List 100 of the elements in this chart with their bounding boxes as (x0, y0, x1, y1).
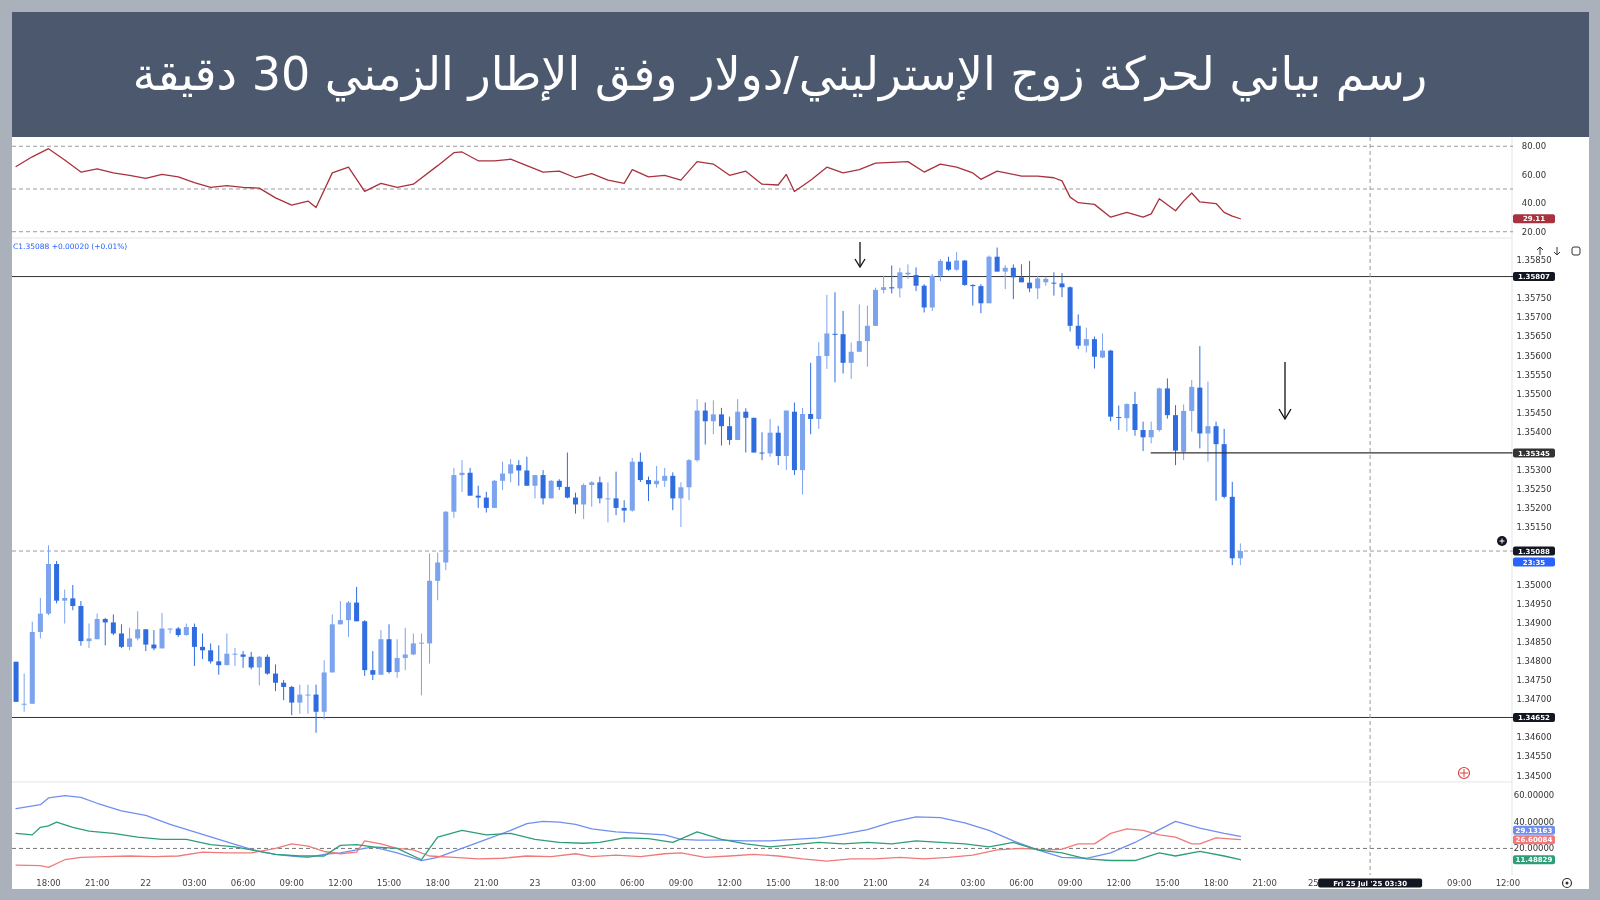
candlestick (500, 461, 506, 491)
candlestick (86, 623, 92, 649)
candlestick (475, 485, 481, 509)
candlestick (410, 633, 416, 656)
y-tick-label: 80.00 (1521, 141, 1547, 152)
x-tick-label: 09:00 (668, 878, 694, 888)
candlestick (832, 291, 838, 383)
candlestick (483, 491, 489, 513)
candlestick (524, 456, 530, 487)
x-tick-label: 09:00 (1447, 878, 1472, 888)
x-tick-label: 15:00 (765, 878, 791, 888)
candlestick (297, 684, 303, 715)
y-tick-label: 60.00 (1521, 169, 1547, 180)
x-tick-label: 25 (1307, 878, 1319, 888)
x-tick-label: 21:00 (1252, 878, 1277, 888)
candlestick (662, 467, 668, 488)
x-tick-label: 23 (529, 878, 541, 888)
candlestick (264, 653, 270, 676)
candlestick (273, 663, 279, 692)
candlestick (508, 458, 514, 483)
candlestick (532, 474, 538, 499)
candlestick (435, 552, 441, 601)
candlestick (710, 399, 716, 435)
candlestick (564, 452, 570, 499)
candlestick (978, 283, 984, 314)
candlestick (191, 623, 197, 667)
y-tick-label: 1.35450 (1516, 407, 1552, 418)
x-tick-label: 22 (140, 878, 152, 888)
candlestick (670, 471, 676, 511)
y-tick-label: 1.35200 (1516, 503, 1552, 514)
candlestick (702, 402, 708, 446)
x-tick-label: 24 (918, 878, 930, 888)
candlestick (1075, 313, 1081, 350)
x-tick-label: 12:00 (1106, 878, 1132, 888)
candlestick (313, 684, 319, 734)
candlestick (1051, 271, 1057, 297)
y-tick-label: 20.00000 (1513, 843, 1555, 854)
candlestick (1124, 402, 1130, 433)
candlestick (824, 294, 830, 370)
candlestick (345, 600, 351, 638)
candlestick (402, 627, 408, 671)
x-tick-label: 09:00 (1057, 878, 1083, 888)
candlestick (605, 481, 611, 523)
candlestick (135, 610, 141, 641)
line-series (15, 821, 1242, 862)
candlestick (613, 471, 619, 516)
candlestick (589, 480, 595, 508)
y-tick-label: 1.35650 (1516, 331, 1552, 342)
candlestick (597, 476, 603, 504)
y-tick-label: 1.34600 (1516, 732, 1552, 743)
x-tick-label: 21:00 (84, 878, 110, 888)
candlestick (645, 476, 651, 502)
y-tick-label: 1.35850 (1516, 255, 1552, 266)
candlestick (62, 589, 68, 625)
candlestick (1010, 263, 1016, 300)
candlestick (167, 628, 173, 634)
y-tick-label: 60.00000 (1513, 790, 1555, 801)
x-tick-label: 12:00 (328, 878, 353, 888)
candlestick (718, 407, 724, 447)
candlestick (727, 416, 733, 446)
x-tick-label: 18:00 (36, 878, 61, 888)
candlestick (1140, 421, 1146, 452)
candlestick (994, 247, 1000, 273)
y-tick-label: 1.34850 (1516, 636, 1552, 647)
candlestick (1213, 421, 1219, 502)
candlestick (159, 612, 165, 649)
candlestick (37, 597, 43, 639)
candlestick (759, 431, 765, 461)
candlestick (913, 266, 919, 292)
candlestick (1205, 381, 1211, 463)
candlestick (143, 628, 149, 652)
candlestick (127, 627, 133, 651)
candlestick (216, 644, 222, 676)
x-tick-label: 21:00 (474, 878, 499, 888)
candlestick (848, 342, 854, 380)
candlestick (70, 584, 76, 611)
candlestick (767, 418, 773, 458)
x-tick-label: 15:00 (1155, 878, 1180, 888)
candlestick (937, 258, 943, 282)
candlestick (516, 459, 522, 487)
x-tick-label: 18:00 (1203, 878, 1229, 888)
x-tick-label: 03:00 (182, 878, 207, 888)
candlestick (540, 469, 546, 505)
x-tick-label: 03:00 (960, 878, 986, 888)
candlestick (897, 267, 903, 299)
candlestick (1116, 405, 1122, 431)
candlestick (856, 303, 862, 353)
candlestick (954, 251, 960, 272)
line-series (15, 148, 1242, 220)
candlestick (224, 633, 230, 666)
candlestick (208, 642, 214, 665)
y-tick-label: 1.34750 (1516, 675, 1552, 686)
y-tick-label: 20.00 (1521, 226, 1547, 237)
candlestick (1091, 335, 1097, 370)
candlestick (678, 481, 684, 528)
candlestick (110, 613, 116, 636)
x-tick-label: 03:00 (571, 878, 596, 888)
candlestick (354, 586, 360, 622)
candlestick (289, 685, 295, 716)
candlestick (581, 482, 587, 520)
